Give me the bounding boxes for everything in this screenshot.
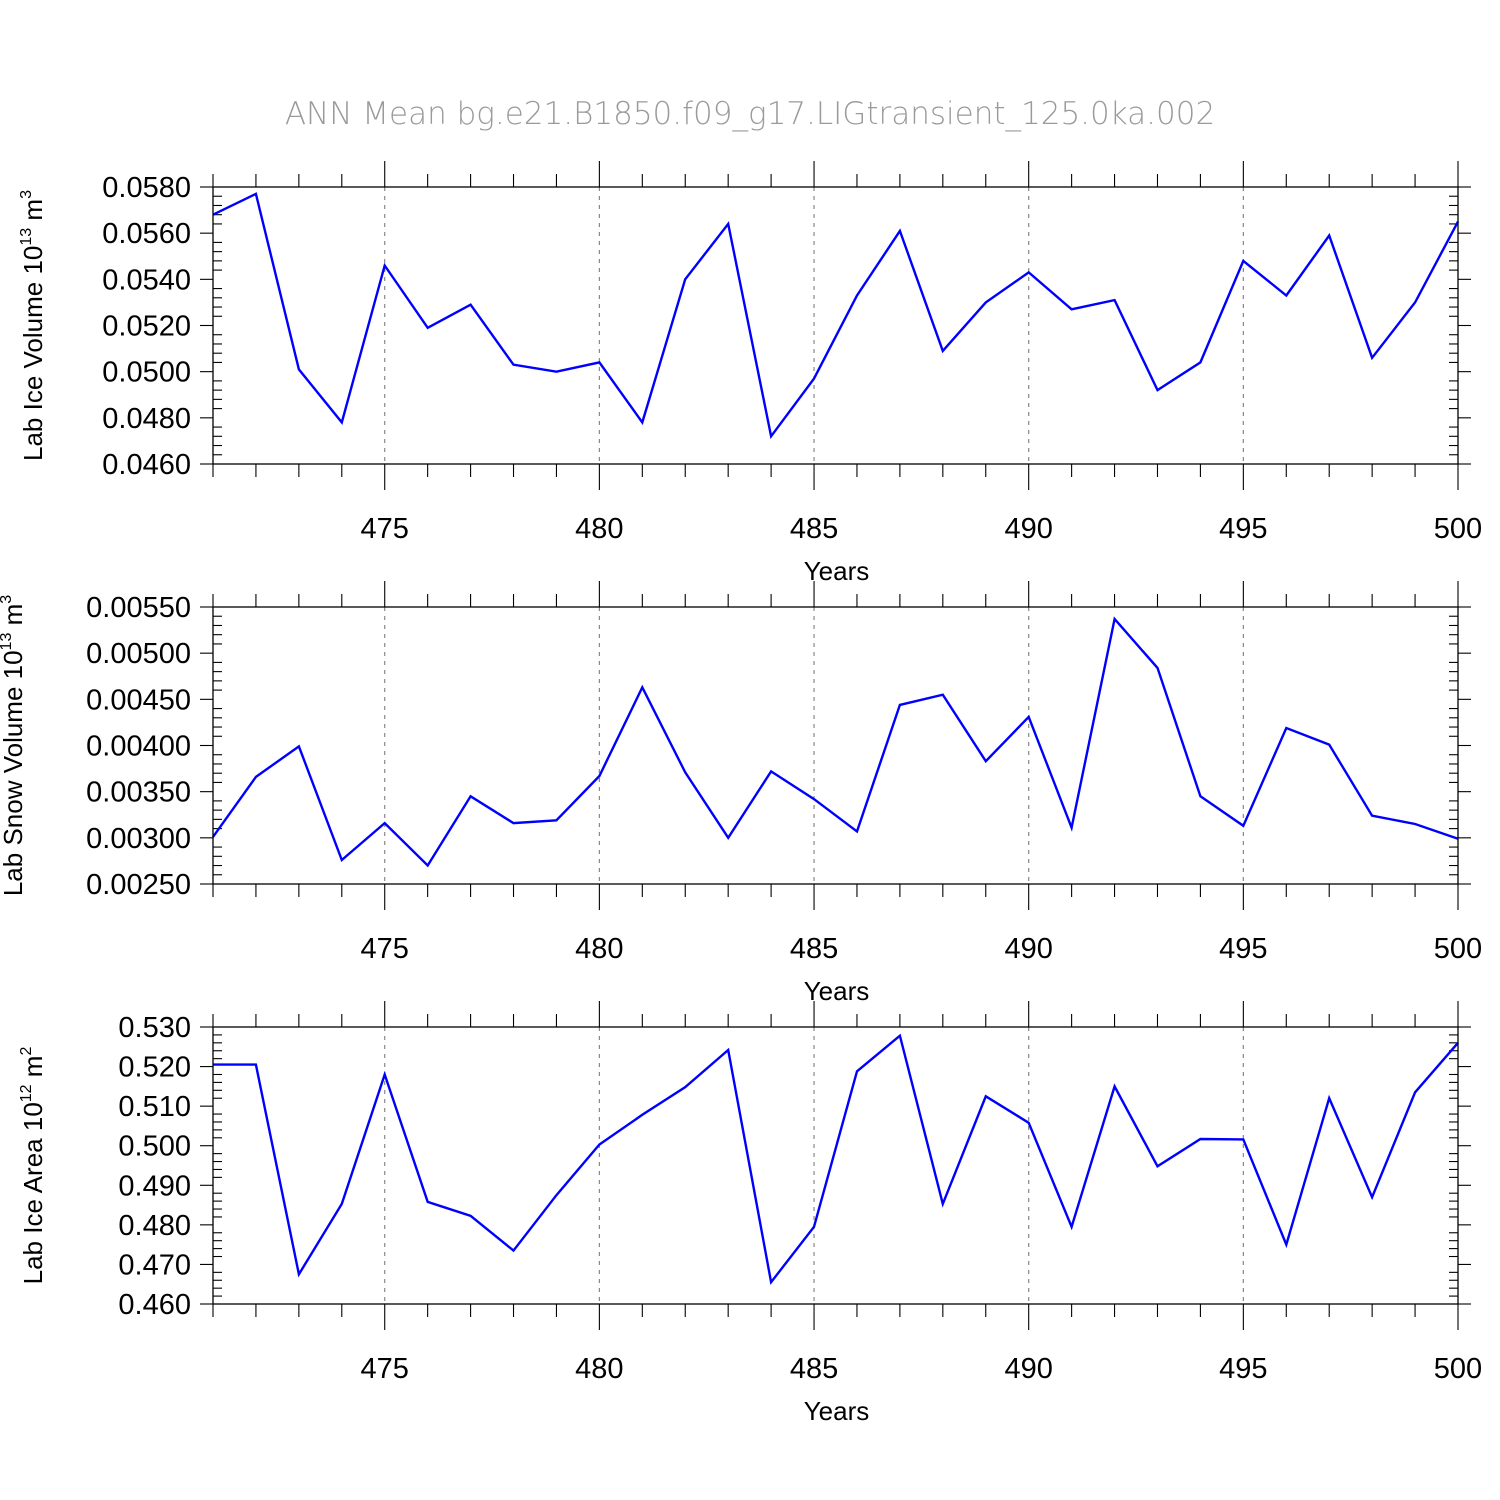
y-axis-label-superscript: 3 xyxy=(18,190,35,199)
series-line xyxy=(212,192,1460,440)
y-axis-label: Lab Snow Volume 1013 m3 xyxy=(0,595,28,896)
y-axis-label-superscript: 3 xyxy=(0,595,15,604)
y-tick-label: 0.00500 xyxy=(86,638,191,670)
y-tick-label: 0.00250 xyxy=(86,869,191,901)
y-tick-label: 0.500 xyxy=(118,1131,191,1163)
x-tick-label: 480 xyxy=(575,513,623,545)
x-tick-label: 485 xyxy=(790,933,838,965)
y-axis-label-superscript: 2 xyxy=(18,1047,35,1056)
x-tick-label: 480 xyxy=(575,1353,623,1385)
y-tick-label: 0.00450 xyxy=(86,684,191,716)
y-axis-label: Lab Ice Area 1012 m2 xyxy=(18,1047,48,1285)
chart-panels: 0.0460 0.0480 0.0500 0.0520 0.0540 0.0560 0.05… xyxy=(0,161,1482,1426)
y-tick-label: 0.00350 xyxy=(86,777,191,809)
y-tick-label: 0.0520 xyxy=(102,311,191,343)
y-axis-label-text: m xyxy=(18,1056,48,1085)
plot-frame xyxy=(212,1026,1459,1305)
y-axis-label-text: m xyxy=(18,199,48,228)
series-line xyxy=(213,1033,1459,1286)
y-tick-label: 0.490 xyxy=(118,1170,191,1202)
series-line xyxy=(212,616,1459,868)
x-tick-label: 495 xyxy=(1219,933,1267,965)
x-tick-label: 475 xyxy=(361,513,409,545)
y-tick-label: 0.0480 xyxy=(102,403,191,435)
x-tick-label: 500 xyxy=(1434,513,1482,545)
x-tick-label: 485 xyxy=(790,513,838,545)
x-tick-label: 485 xyxy=(790,1353,838,1385)
y-tick-label: 0.00550 xyxy=(86,592,191,624)
y-axis-label-superscript: 13 xyxy=(0,633,15,651)
x-tick-label: 500 xyxy=(1434,1353,1482,1385)
x-tick-label: 490 xyxy=(1004,1353,1052,1385)
y-tick-label: 0.0580 xyxy=(102,172,191,204)
y-axis-label-text: Lab Ice Volume 10 xyxy=(18,246,48,461)
panel-3: 0.460 0.470 0.480 0.490 0.500 0.510 0.520 0.530… xyxy=(18,1001,1482,1426)
x-tick-label: 480 xyxy=(575,933,623,965)
y-axis-label-text: Lab Snow Volume 10 xyxy=(0,650,28,896)
chart-title: ANN Mean bg.e21.B1850.f09_g17.LIGtransie… xyxy=(285,96,1215,132)
y-tick-label: 0.0460 xyxy=(102,449,191,481)
y-tick-label: 0.520 xyxy=(118,1052,191,1084)
x-tick-label: 475 xyxy=(361,1353,409,1385)
y-tick-label: 0.460 xyxy=(118,1289,191,1321)
x-tick-label: 495 xyxy=(1219,513,1267,545)
y-tick-label: 0.530 xyxy=(118,1012,191,1044)
plot-frame xyxy=(212,186,1459,465)
panel-2: 0.00250 0.00300 0.00350 0.00400 0.00450 0.005… xyxy=(0,581,1482,1006)
y-tick-label: 0.0560 xyxy=(102,218,191,250)
y-tick-label: 0.0540 xyxy=(102,264,191,296)
x-tick-label: 500 xyxy=(1434,933,1482,965)
x-tick-label: 490 xyxy=(1004,933,1052,965)
y-tick-label: 0.0500 xyxy=(102,357,191,389)
y-axis-label: Lab Ice Volume 1013 m3 xyxy=(18,190,48,461)
panel-1: 0.0460 0.0480 0.0500 0.0520 0.0540 0.0560 0.05… xyxy=(18,161,1482,586)
y-tick-label: 0.510 xyxy=(118,1091,191,1123)
x-axis-label: Years xyxy=(804,976,870,1006)
x-tick-label: 490 xyxy=(1004,513,1052,545)
y-axis-label-text: Lab Ice Area 10 xyxy=(18,1102,48,1284)
y-tick-label: 0.480 xyxy=(118,1210,191,1242)
x-tick-label: 495 xyxy=(1219,1353,1267,1385)
y-axis-label-text: m xyxy=(0,604,28,633)
x-axis-label: Years xyxy=(804,1396,870,1426)
plot-frame xyxy=(212,606,1459,885)
y-tick-label: 0.00400 xyxy=(86,731,191,763)
y-axis-label-superscript: 13 xyxy=(18,228,35,246)
x-tick-label: 475 xyxy=(361,933,409,965)
y-tick-label: 0.470 xyxy=(118,1249,191,1281)
x-axis-label: Years xyxy=(804,556,870,586)
y-tick-label: 0.00300 xyxy=(86,823,191,855)
y-axis-label-superscript: 12 xyxy=(18,1084,35,1102)
